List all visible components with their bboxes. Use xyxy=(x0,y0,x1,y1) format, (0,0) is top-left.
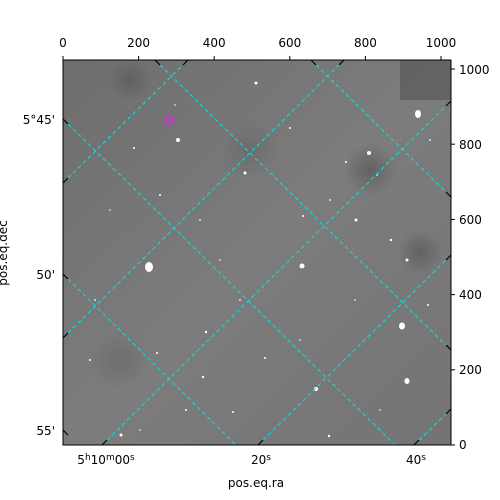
grid-line xyxy=(154,60,451,351)
top-tick-label: 600 xyxy=(278,36,301,50)
dec-tick-label: 55' xyxy=(36,424,55,438)
grid-line xyxy=(101,100,451,445)
grid-line xyxy=(310,60,451,198)
ra-tick-label: 20s xyxy=(251,453,271,467)
grid-line xyxy=(63,60,345,339)
dec-tick-label: 5°45' xyxy=(23,113,55,127)
ra-tick-label: 5h10m00s xyxy=(77,453,135,467)
plot-frame xyxy=(62,59,452,446)
right-tick-label: 1000 xyxy=(459,63,490,77)
x-axis-title: pos.eq.ra xyxy=(228,476,284,490)
right-tick-label: 800 xyxy=(459,138,482,152)
y-axis-title: pos.eq.dec xyxy=(0,220,10,285)
top-tick-label: 0 xyxy=(59,36,67,50)
sky-image xyxy=(63,60,451,445)
grid-line xyxy=(63,60,189,184)
top-tick-label: 400 xyxy=(203,36,226,50)
grid-line xyxy=(257,254,451,445)
wcs-edge-ticks xyxy=(62,59,452,446)
top-tick-label: 1000 xyxy=(426,36,457,50)
right-tick-label: 600 xyxy=(459,213,482,227)
dec-tick-label: 50' xyxy=(36,268,55,282)
grid-line xyxy=(413,408,451,445)
right-tick-label: 400 xyxy=(459,288,482,302)
marker-circle xyxy=(164,115,174,125)
right-tick-label: 0 xyxy=(459,438,467,452)
stars xyxy=(89,60,431,438)
top-pixel-axis xyxy=(62,56,442,60)
ra-tick-label: 40s xyxy=(406,453,426,467)
wcs-grid xyxy=(63,60,451,445)
right-tick-label: 200 xyxy=(459,363,482,377)
top-tick-label: 800 xyxy=(354,36,377,50)
top-tick-label: 200 xyxy=(127,36,150,50)
right-pixel-axis xyxy=(451,68,455,446)
